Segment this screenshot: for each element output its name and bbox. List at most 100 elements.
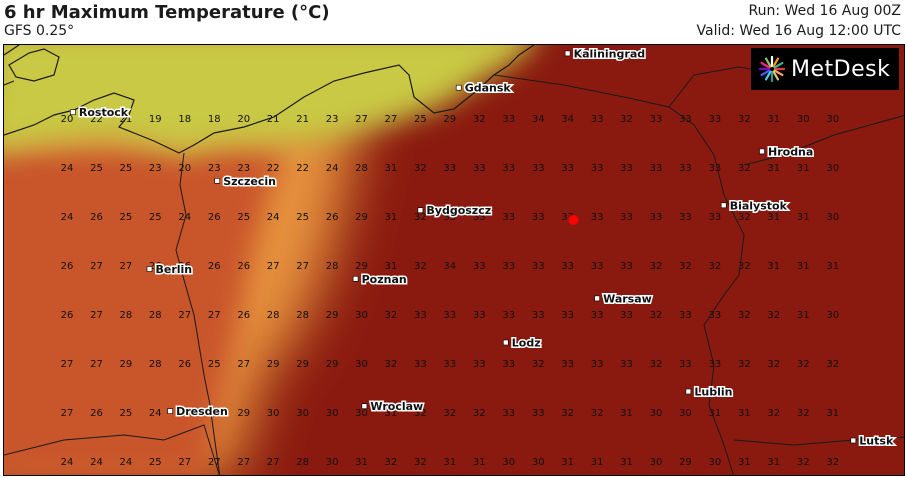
- temperature-value: 31: [767, 163, 780, 174]
- temperature-value: 29: [267, 359, 280, 370]
- temperature-value: 27: [355, 114, 368, 125]
- temperature-value: 33: [620, 212, 633, 223]
- temperature-map: 20 22 21 19 18 18 20 21 21 23 27 27 25 29 32 33 34 34 33 32…: [3, 44, 905, 476]
- temperature-value: 32: [414, 261, 427, 272]
- temperature-value: 24: [61, 457, 74, 468]
- city-berlin: Berlin: [146, 262, 194, 278]
- city-marker-icon: [70, 109, 76, 115]
- temperature-value: 23: [149, 163, 162, 174]
- temperature-value: 31: [767, 261, 780, 272]
- temperature-value: 25: [149, 457, 162, 468]
- temperature-value: 30: [326, 408, 339, 419]
- city-label: Poznan: [362, 273, 407, 286]
- city-label: Hrodna: [768, 145, 813, 158]
- temperature-value: 33: [679, 359, 692, 370]
- temperature-value: 30: [355, 359, 368, 370]
- temperature-value: 32: [797, 457, 810, 468]
- temperature-value: 27: [208, 310, 221, 321]
- temperature-value: 32: [561, 408, 574, 419]
- temperature-value: 31: [709, 408, 722, 419]
- city-marker-icon: [146, 266, 153, 272]
- temperature-value: 33: [679, 212, 692, 223]
- logo-text: MetDesk: [791, 56, 891, 82]
- temperature-value: 27: [208, 457, 221, 468]
- temperature-value: 26: [178, 359, 191, 370]
- temperature-value: 26: [326, 212, 339, 223]
- coastline: [4, 45, 535, 154]
- metdesk-logo: MetDesk: [751, 48, 899, 90]
- temperature-value: 32: [709, 261, 722, 272]
- city-label: Lutsk: [859, 435, 894, 448]
- temperature-value: 32: [797, 408, 810, 419]
- rugen-island: [8, 48, 60, 82]
- temperature-value: 18: [178, 114, 191, 125]
- temperature-value: 30: [326, 457, 339, 468]
- temperature-value: 33: [709, 114, 722, 125]
- temperature-value: 27: [237, 359, 250, 370]
- city-gdansk: Gdansk: [455, 80, 513, 96]
- temperature-value: 25: [414, 114, 427, 125]
- temperature-value: 31: [797, 261, 810, 272]
- temperature-value: 27: [178, 457, 191, 468]
- temperature-value: 26: [61, 310, 74, 321]
- temperature-value: 31: [561, 457, 574, 468]
- temperature-value: 30: [296, 408, 309, 419]
- city-label: Lodz: [512, 337, 541, 350]
- temperature-value: 30: [502, 457, 515, 468]
- temperature-value: 32: [414, 163, 427, 174]
- map-title: 6 hr Maximum Temperature (°C): [4, 2, 330, 23]
- city-label: Lublin: [694, 386, 732, 399]
- temperature-value: 33: [473, 212, 486, 223]
- city-wroclaw: Wroclaw: [361, 399, 425, 415]
- temperature-value: 20: [178, 163, 191, 174]
- temperature-value: 33: [443, 359, 456, 370]
- temperature-value: 33: [679, 163, 692, 174]
- temperature-value: 33: [561, 310, 574, 321]
- temperature-value: 32: [385, 457, 398, 468]
- temperature-value: 30: [826, 310, 839, 321]
- temperature-value: 33: [620, 359, 633, 370]
- city-marker-icon: [502, 339, 509, 346]
- temperature-value: 33: [709, 359, 722, 370]
- temperature-value: 24: [149, 408, 162, 419]
- temperature-value: 33: [620, 261, 633, 272]
- temperature-value: 24: [267, 212, 280, 223]
- temperature-value: 32: [650, 261, 663, 272]
- temperature-value: 25: [237, 212, 250, 223]
- temperature-value: 19: [149, 114, 162, 125]
- temperature-value: 26: [178, 261, 191, 272]
- valid-time: Valid: Wed 16 Aug 12:00 UTC: [696, 23, 901, 39]
- temperature-value: 33: [709, 212, 722, 223]
- temperature-value: 32: [443, 408, 456, 419]
- temperature-value: 21: [120, 114, 133, 125]
- temperature-value: 30: [650, 408, 663, 419]
- temperature-value: 27: [267, 261, 280, 272]
- temperature-value: 33: [532, 163, 545, 174]
- temperature-value: 29: [443, 114, 456, 125]
- temperature-value: 33: [414, 359, 427, 370]
- temperature-value: 33: [591, 163, 604, 174]
- temperature-value: 23: [208, 163, 221, 174]
- kaliningrad-border: [493, 74, 670, 108]
- temperature-value: 28: [355, 163, 368, 174]
- temperature-value: 31: [767, 457, 780, 468]
- temperature-value: 33: [443, 212, 456, 223]
- temperature-value: 25: [90, 163, 103, 174]
- temperature-value: 25: [120, 408, 133, 419]
- temperature-value: 30: [709, 457, 722, 468]
- logo-ray: [772, 57, 780, 68]
- temperature-value: 30: [679, 408, 692, 419]
- temperature-value: 32: [532, 359, 545, 370]
- temperature-value: 33: [473, 163, 486, 174]
- temperature-value: 25: [208, 359, 221, 370]
- logo-ray: [764, 57, 772, 68]
- temperature-value: 33: [620, 163, 633, 174]
- temperature-value: 30: [355, 310, 368, 321]
- temperature-value: 25: [120, 212, 133, 223]
- temperature-value: 28: [296, 457, 309, 468]
- temperature-value: 33: [502, 212, 515, 223]
- temperature-value: 27: [90, 310, 103, 321]
- temperature-value: 28: [267, 310, 280, 321]
- warm-pocket: [54, 285, 196, 392]
- temperature-value: 33: [591, 359, 604, 370]
